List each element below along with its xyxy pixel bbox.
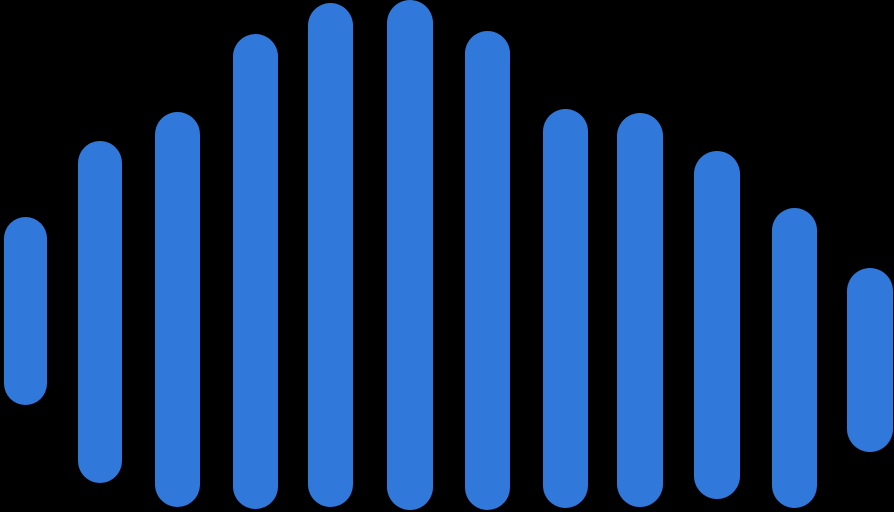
waveform-bar [387,0,433,510]
waveform-bar [847,268,893,452]
waveform-bar [465,31,510,510]
waveform-bar [78,141,122,483]
waveform-bar [4,217,47,405]
waveform-bar [155,112,200,507]
waveform-bar [617,113,663,507]
waveform-bar [772,208,817,508]
waveform-bar [543,109,588,508]
waveform-bar [233,34,278,509]
waveform-bar [694,151,740,499]
waveform-bar [308,3,353,507]
